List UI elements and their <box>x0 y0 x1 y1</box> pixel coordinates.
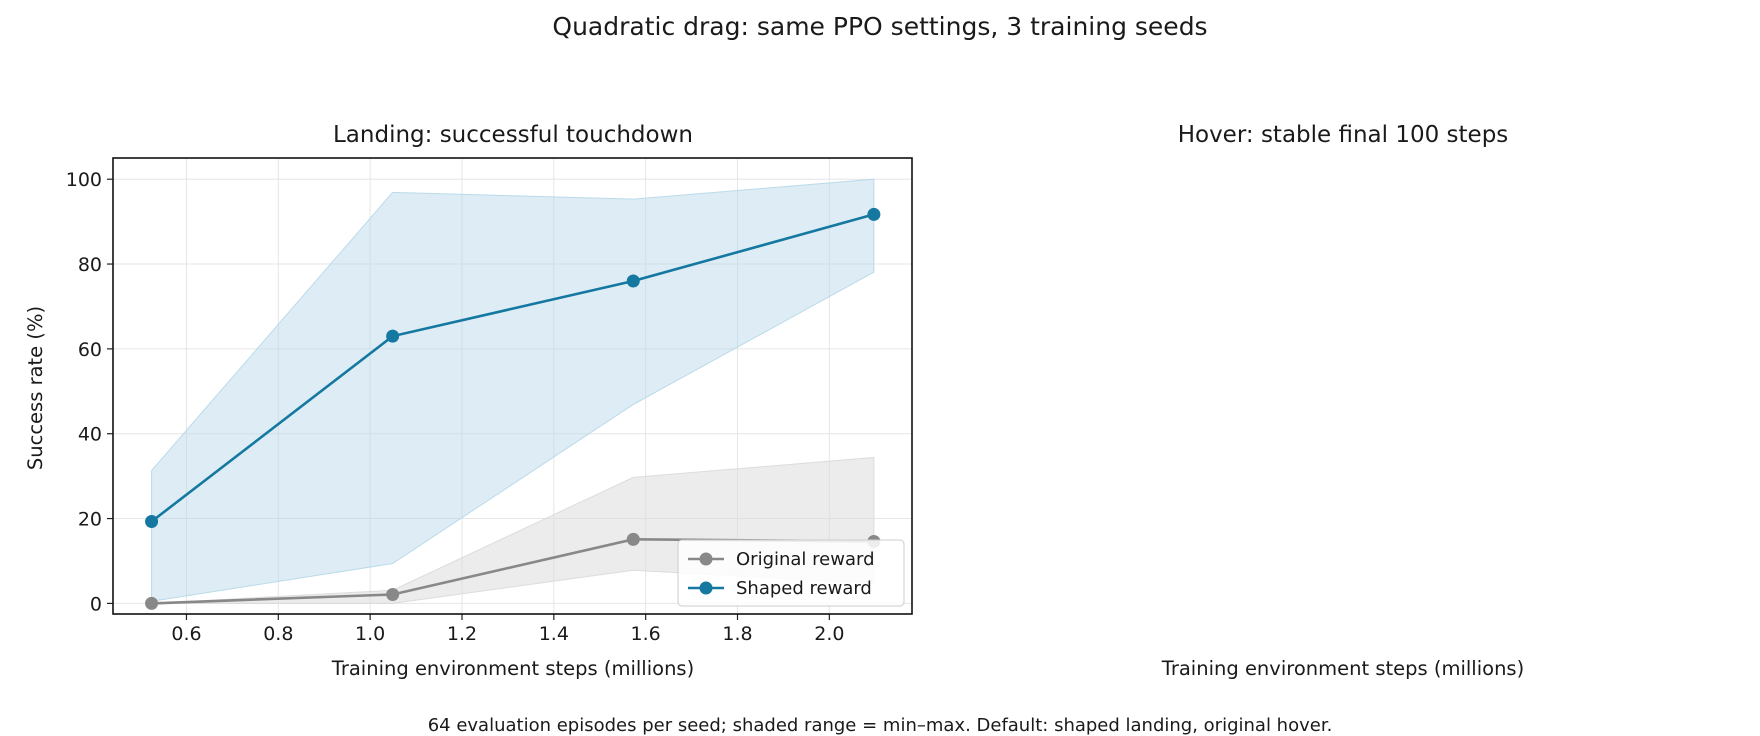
data-point <box>386 329 400 343</box>
y-tick-label: 100 <box>66 169 102 191</box>
data-point <box>867 207 881 221</box>
data-point <box>626 274 640 288</box>
panel-title: Landing: successful touchdown <box>333 122 693 148</box>
panel-hover: Hover: stable final 100 steps Training e… <box>1161 122 1524 680</box>
legend-marker <box>699 552 713 566</box>
x-tick-label: 1.4 <box>539 623 569 645</box>
legend: Original reward Shaped reward <box>677 539 905 607</box>
x-tick-label: 1.8 <box>722 623 752 645</box>
data-point <box>145 596 159 610</box>
panel-title: Hover: stable final 100 steps <box>1178 122 1509 148</box>
legend-box <box>677 539 905 607</box>
x-tick-label: 1.6 <box>631 623 661 645</box>
y-tick-label: 80 <box>78 254 102 276</box>
figure-title: Quadratic drag: same PPO settings, 3 tra… <box>552 12 1207 41</box>
min-max-band <box>151 178 875 602</box>
legend-marker <box>699 581 713 595</box>
y-axis-label: Success rate (%) <box>24 306 47 470</box>
x-axis-label: Training environment steps (millions) <box>331 657 694 680</box>
x-axis-label: Training environment steps (millions) <box>1161 657 1524 680</box>
data-point <box>626 532 640 546</box>
x-tick-label: 1.2 <box>447 623 477 645</box>
axes-frame <box>112 157 913 615</box>
x-tick-label: 1.0 <box>355 623 385 645</box>
y-tick-label: 20 <box>78 509 102 531</box>
series-line <box>150 213 875 523</box>
y-tick-label: 0 <box>90 593 102 615</box>
x-tick-label: 2.0 <box>814 623 844 645</box>
data-point <box>386 587 400 601</box>
x-tick-label: 0.6 <box>171 623 201 645</box>
panel-landing: Landing: successful touchdown 0.6 0.8 1.0 1… <box>24 122 913 680</box>
legend-label: Shaped reward <box>736 578 872 599</box>
x-tick-label: 0.8 <box>263 623 293 645</box>
y-tick-label: 60 <box>78 339 102 361</box>
y-tick-label: 40 <box>78 424 102 446</box>
figure-caption: 64 evaluation episodes per seed; shaded … <box>428 715 1333 736</box>
legend-label: Original reward <box>736 549 875 570</box>
data-point <box>145 515 159 529</box>
